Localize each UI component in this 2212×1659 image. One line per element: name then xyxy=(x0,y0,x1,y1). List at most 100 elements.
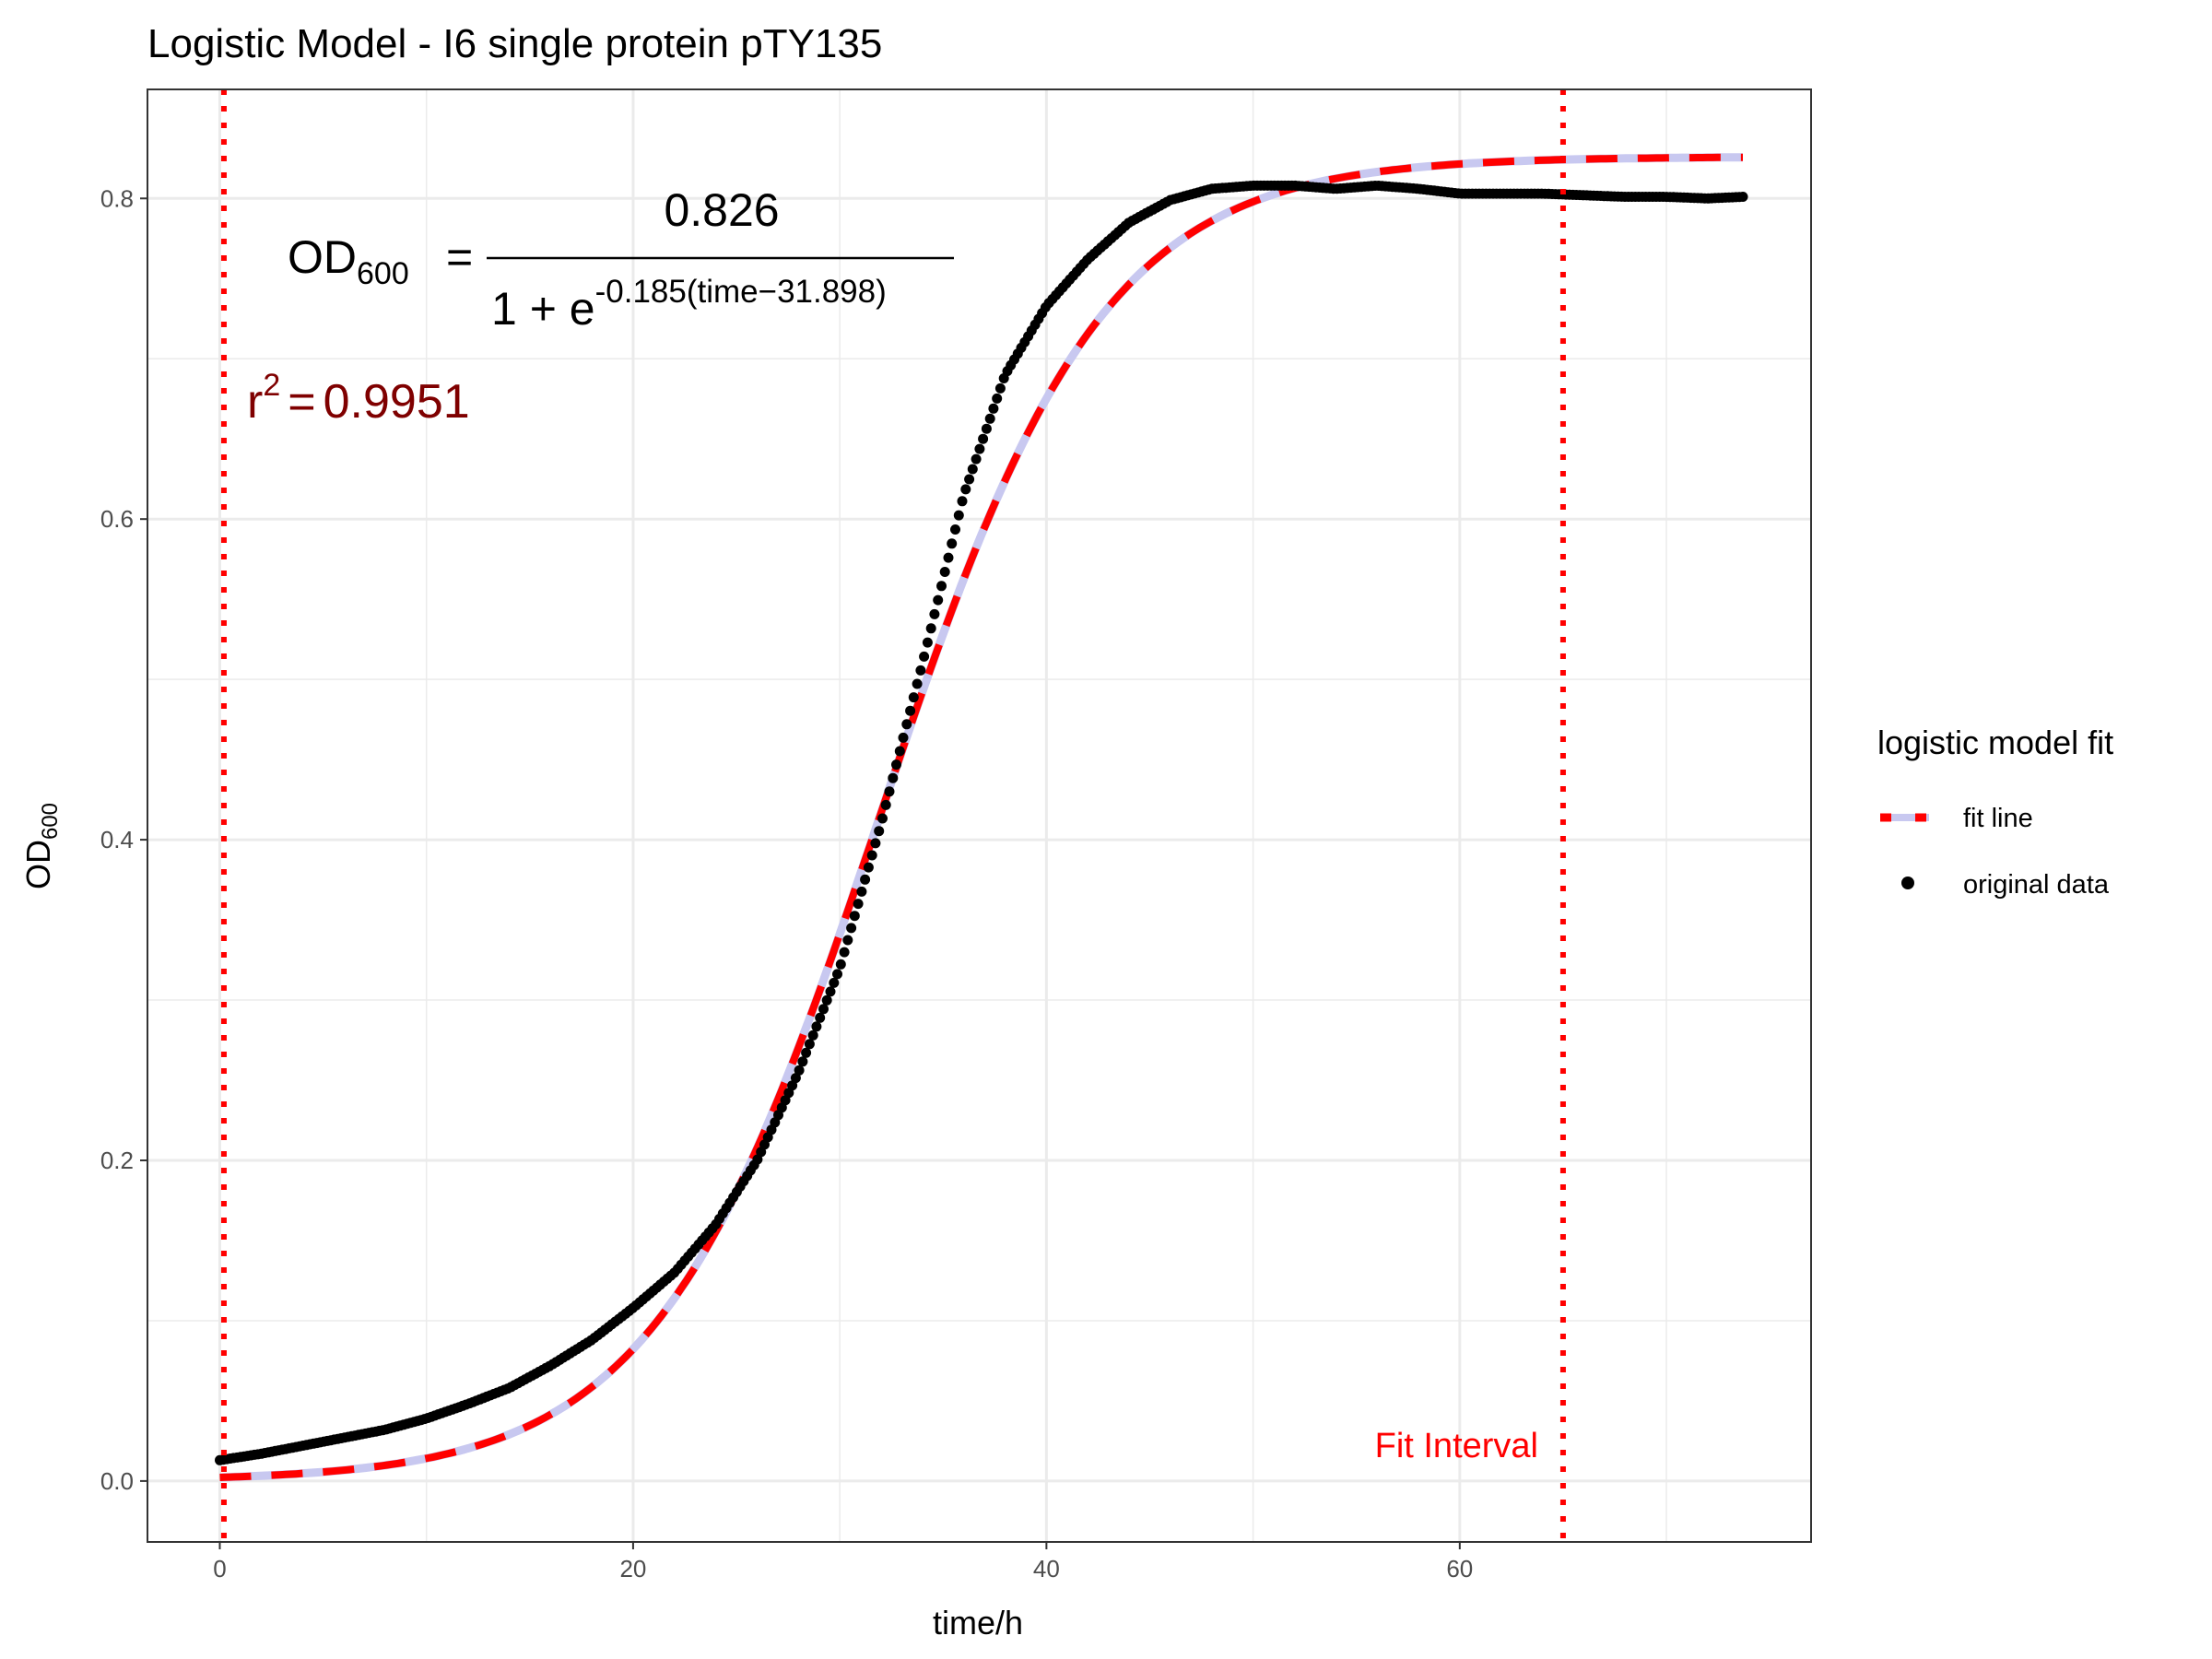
r-squared-symbol: r xyxy=(247,375,263,429)
grid-lines xyxy=(147,89,1811,1542)
equation-annotation: OD600 = 0.826 1 + e-0.185(time−31.898) xyxy=(288,184,954,335)
legend: logistic model fit fit line original dat… xyxy=(1877,724,2113,900)
y-tick-label: 0.4 xyxy=(100,826,134,853)
data-point xyxy=(818,1004,829,1015)
data-point xyxy=(821,994,832,1006)
data-point xyxy=(801,1047,812,1058)
fit-interval-label: Fit Interval xyxy=(1375,1427,1538,1465)
data-point xyxy=(856,886,867,897)
data-point xyxy=(884,786,895,797)
data-point xyxy=(936,581,947,592)
data-point xyxy=(898,732,909,743)
data-point xyxy=(842,935,853,946)
data-point xyxy=(839,947,850,958)
panel-border xyxy=(147,88,1812,1543)
data-point xyxy=(807,1030,818,1041)
axis-ticks: 0 20 40 60 0.0 0.2 0.4 0.6 0.8 xyxy=(100,184,1473,1583)
data-point xyxy=(829,977,840,988)
x-tick-label: 60 xyxy=(1446,1555,1473,1583)
data-point xyxy=(853,899,864,910)
legend-label-original-data: original data xyxy=(1963,870,2110,900)
equation-lhs: OD600 xyxy=(288,231,409,291)
data-point xyxy=(908,692,919,703)
data-point xyxy=(825,986,836,997)
original-data-points xyxy=(215,180,1748,1465)
data-point xyxy=(915,665,926,676)
data-point xyxy=(974,443,985,454)
data-point xyxy=(912,678,923,689)
x-axis-title: time/h xyxy=(933,1604,1023,1641)
data-point xyxy=(964,474,975,485)
data-point xyxy=(929,608,940,619)
y-axis-title-main: OD xyxy=(19,840,57,889)
data-point xyxy=(877,813,888,824)
x-tick-label: 40 xyxy=(1033,1555,1060,1583)
r-squared-equals: = xyxy=(288,375,315,429)
data-point xyxy=(1737,192,1748,202)
data-point xyxy=(832,969,842,980)
data-point xyxy=(971,453,982,465)
data-point xyxy=(947,538,958,549)
legend-title: logistic model fit xyxy=(1877,724,2113,761)
data-point xyxy=(967,464,978,475)
legend-original-data-swatch xyxy=(1901,877,1914,889)
equation-denominator: 1 + e-0.185(time−31.898) xyxy=(491,274,887,335)
data-point xyxy=(981,423,992,434)
data-point xyxy=(880,799,891,810)
data-point xyxy=(950,524,960,535)
data-point xyxy=(957,496,968,507)
y-tick-label: 0.6 xyxy=(100,505,134,533)
data-point xyxy=(863,862,874,873)
data-point xyxy=(901,719,912,730)
data-point xyxy=(866,850,877,861)
data-point xyxy=(943,552,954,563)
data-point xyxy=(874,826,885,837)
x-tick-label: 20 xyxy=(619,1555,646,1583)
data-point xyxy=(811,1021,822,1032)
data-point xyxy=(891,759,901,771)
data-point xyxy=(797,1056,808,1067)
fit-line-group xyxy=(219,153,1743,1482)
data-point xyxy=(860,874,871,885)
r-squared-power: 2 xyxy=(263,368,280,403)
data-point xyxy=(804,1039,815,1050)
equation-exponent: -0.185(time−31.898) xyxy=(595,274,887,310)
equation-lhs-sub: 600 xyxy=(357,256,409,291)
data-point xyxy=(815,1012,826,1023)
data-point xyxy=(953,510,964,521)
y-tick-label: 0.0 xyxy=(100,1467,134,1495)
r-squared-value: 0.9951 xyxy=(324,375,470,429)
data-point xyxy=(905,705,916,716)
equation-equals: = xyxy=(446,231,473,283)
data-point xyxy=(939,567,950,577)
data-point xyxy=(992,393,1003,404)
data-point xyxy=(835,959,846,970)
legend-label-fit-line: fit line xyxy=(1963,804,2033,833)
data-point xyxy=(794,1065,805,1076)
chart-title: Logistic Model - I6 single protein pTY13… xyxy=(147,21,882,66)
equation-numerator: 0.826 xyxy=(664,184,779,236)
data-point xyxy=(790,1073,801,1084)
fit-line xyxy=(219,153,1743,1481)
data-point xyxy=(994,382,1006,394)
data-point xyxy=(894,746,905,757)
data-point xyxy=(933,594,944,606)
data-point xyxy=(922,637,933,648)
r-squared-annotation: r2 = 0.9951 xyxy=(247,368,470,429)
data-point xyxy=(919,651,930,662)
data-point xyxy=(988,403,999,414)
data-point xyxy=(984,413,995,424)
data-point xyxy=(960,484,971,495)
data-point xyxy=(978,433,989,444)
data-point xyxy=(846,923,857,934)
equation-denominator-base: 1 + e xyxy=(491,283,595,335)
y-axis-title: OD600 xyxy=(19,803,63,889)
data-point xyxy=(870,838,881,849)
data-point xyxy=(925,623,936,634)
data-point xyxy=(849,911,860,922)
equation-lhs-main: OD xyxy=(288,231,357,283)
x-tick-label: 0 xyxy=(213,1555,226,1583)
y-axis-title-sub: 600 xyxy=(38,803,63,840)
